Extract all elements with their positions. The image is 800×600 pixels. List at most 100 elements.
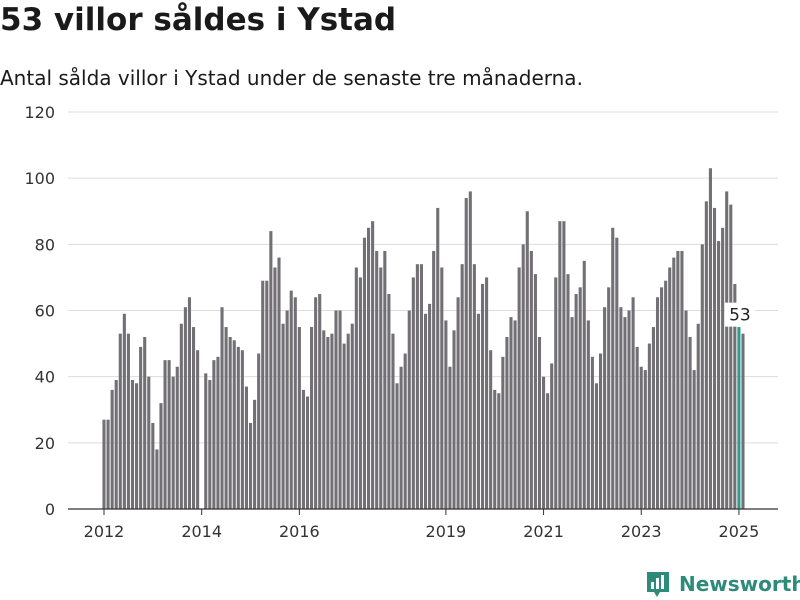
bar <box>147 376 151 509</box>
bar <box>354 267 358 509</box>
bar <box>204 373 208 509</box>
bar <box>664 280 668 509</box>
bar <box>281 323 285 509</box>
bar <box>489 350 493 509</box>
bar <box>322 330 326 509</box>
bar <box>615 237 619 509</box>
bar <box>175 366 179 509</box>
bar <box>472 264 476 509</box>
y-tick-label: 80 <box>35 235 55 254</box>
bar <box>741 333 745 509</box>
y-tick-label: 0 <box>45 500 55 519</box>
bar <box>704 201 708 509</box>
bar <box>729 204 733 509</box>
bar <box>371 221 375 509</box>
bar <box>647 343 651 509</box>
bar <box>191 327 196 509</box>
y-tick-label: 20 <box>35 434 55 453</box>
bar <box>448 366 452 509</box>
bar <box>208 379 212 509</box>
bar <box>196 350 200 509</box>
bar <box>607 287 611 509</box>
bar <box>362 237 367 509</box>
x-tick-label: 2025 <box>719 522 760 541</box>
bar <box>110 389 114 509</box>
bar <box>533 274 537 509</box>
x-tick-label: 2021 <box>523 522 564 541</box>
bar <box>305 396 310 509</box>
bar <box>655 297 660 509</box>
bar <box>725 191 729 509</box>
bar <box>444 320 448 509</box>
bar <box>423 313 428 509</box>
bar <box>130 379 135 509</box>
bar <box>391 333 395 509</box>
highlight-label-bg <box>724 302 755 327</box>
bar <box>603 307 607 509</box>
bar <box>411 277 415 509</box>
bar <box>432 250 436 509</box>
bar <box>452 330 456 509</box>
bar <box>399 366 403 509</box>
bar <box>485 277 489 509</box>
bar <box>126 333 130 509</box>
bar <box>310 327 314 509</box>
bar <box>118 333 122 509</box>
y-tick-label: 40 <box>35 368 55 387</box>
bar <box>672 257 676 509</box>
bar <box>224 327 228 509</box>
y-axis-ticks: 0 20 40 60 80 100 120 <box>24 103 55 519</box>
bar <box>367 227 371 510</box>
brand-logo: Newsworthy <box>645 568 800 600</box>
bar <box>562 221 566 509</box>
bar <box>143 336 147 509</box>
bar <box>619 307 623 509</box>
bar <box>301 389 305 509</box>
brand-name: Newsworthy <box>679 572 800 596</box>
bar <box>253 399 257 509</box>
bar <box>513 320 517 509</box>
bar <box>537 336 542 509</box>
bar <box>122 313 126 509</box>
bar <box>456 297 460 509</box>
bar <box>183 307 187 509</box>
bar <box>436 207 440 509</box>
bar <box>680 250 684 509</box>
bar <box>338 310 342 509</box>
bar <box>651 327 655 509</box>
bar <box>476 313 480 509</box>
bar <box>570 317 574 509</box>
bar <box>261 280 265 509</box>
bar <box>574 293 578 509</box>
bar <box>428 303 432 509</box>
bar <box>468 191 472 509</box>
bar <box>289 290 293 509</box>
newsworthy-logo-icon <box>647 572 669 597</box>
bar <box>676 250 680 509</box>
bar <box>163 360 167 510</box>
bar <box>395 383 399 509</box>
bar <box>167 360 171 510</box>
bar <box>631 297 635 509</box>
bar <box>277 257 281 509</box>
bar <box>114 379 118 509</box>
y-tick-label: 100 <box>24 169 55 188</box>
bar <box>159 403 163 509</box>
bar <box>285 310 289 509</box>
bar <box>387 293 391 509</box>
bar <box>350 323 354 509</box>
bar <box>684 310 688 509</box>
bar <box>509 317 513 509</box>
bar <box>257 353 261 509</box>
bar <box>501 356 505 509</box>
highlight-value-label: 53 <box>729 306 751 326</box>
bar <box>582 260 586 510</box>
bar <box>578 287 582 509</box>
bar <box>521 244 525 509</box>
x-tick-label: 2016 <box>279 522 320 541</box>
bar <box>700 244 704 509</box>
bar <box>139 346 143 509</box>
bar <box>497 393 501 509</box>
y-tick-label: 60 <box>35 302 55 321</box>
bar <box>611 227 615 510</box>
